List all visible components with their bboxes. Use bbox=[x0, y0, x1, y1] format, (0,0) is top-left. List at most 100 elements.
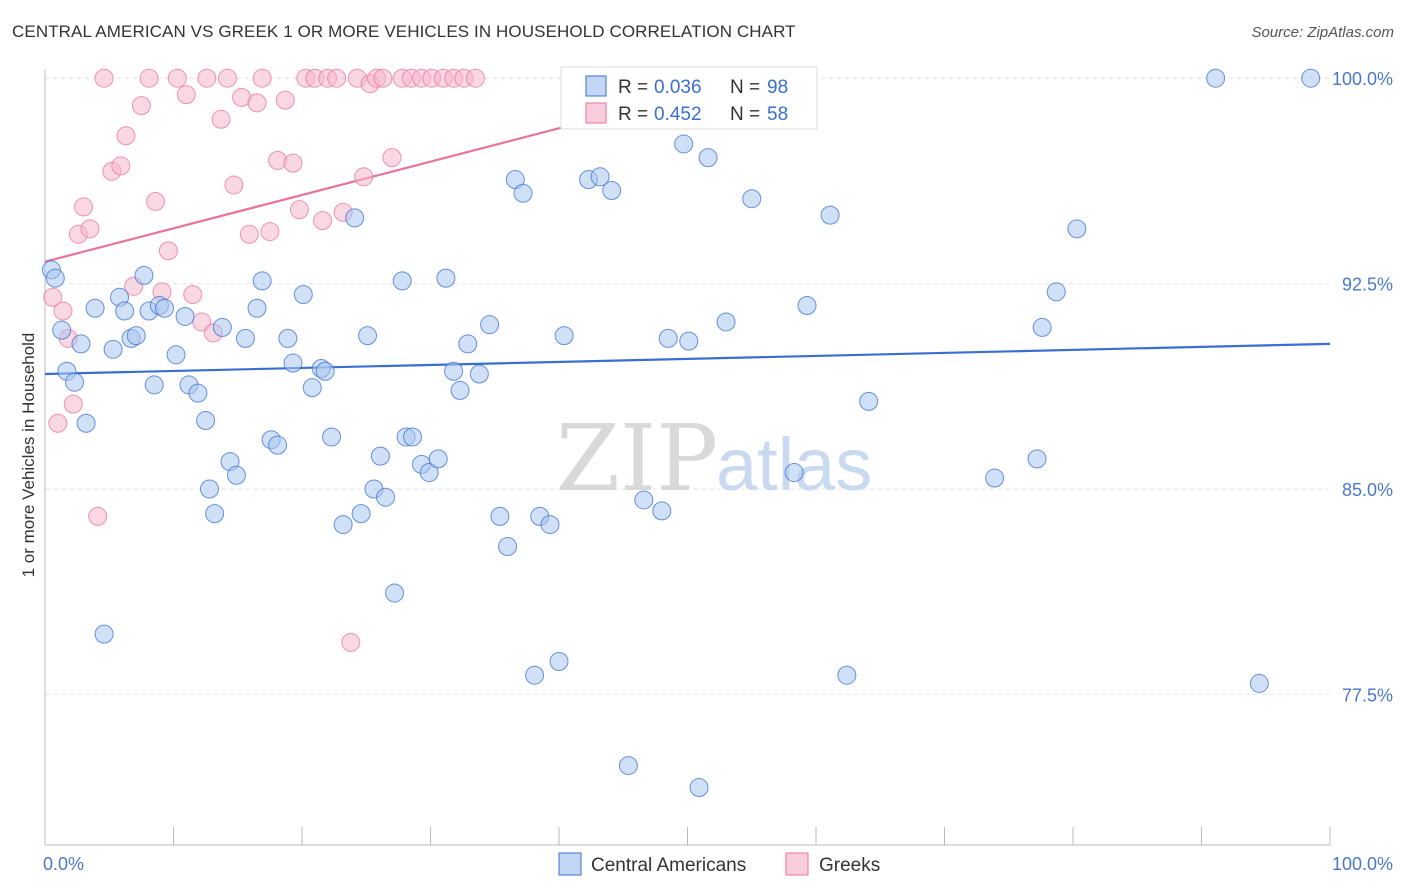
central-americans-point bbox=[618, 756, 638, 776]
greeks-point bbox=[252, 68, 272, 88]
central-americans-point bbox=[513, 183, 533, 203]
central-americans-point bbox=[985, 468, 1005, 488]
central-americans-point bbox=[1301, 68, 1321, 88]
greeks-point bbox=[247, 93, 267, 113]
greeks-point bbox=[283, 153, 303, 173]
central-americans-point bbox=[490, 506, 510, 526]
central-americans-point bbox=[525, 665, 545, 685]
central-americans-point bbox=[436, 268, 456, 288]
central-americans-point bbox=[1249, 673, 1269, 693]
central-americans-point bbox=[188, 383, 208, 403]
central-americans-point bbox=[322, 427, 342, 447]
central-americans-point bbox=[333, 515, 353, 535]
central-americans-point bbox=[498, 537, 518, 557]
watermark: ZIP atlas bbox=[556, 405, 872, 512]
central-americans-point bbox=[235, 328, 255, 348]
central-americans-point bbox=[679, 331, 699, 351]
central-americans-point bbox=[419, 463, 439, 483]
series-legend-swatch-greeks bbox=[785, 852, 809, 876]
central-americans-point bbox=[837, 665, 857, 685]
greeks-point bbox=[217, 68, 237, 88]
series-legend: Central Americans Greeks bbox=[558, 852, 880, 876]
legend-n-value-1: 98 bbox=[767, 77, 788, 98]
greeks-point bbox=[224, 175, 244, 195]
central-americans-point bbox=[205, 504, 225, 524]
central-americans-point bbox=[634, 490, 654, 510]
legend-n-label-1: N = bbox=[730, 77, 760, 98]
y-tick-label: 92.5% bbox=[1342, 275, 1393, 295]
central-americans-point bbox=[166, 345, 186, 365]
legend-n-label-2: N = bbox=[730, 104, 760, 125]
central-americans-point bbox=[469, 364, 489, 384]
central-americans-point bbox=[820, 205, 840, 225]
y-tick-label: 77.5% bbox=[1342, 685, 1393, 705]
central-americans-point bbox=[674, 134, 694, 154]
greeks-point bbox=[197, 68, 217, 88]
central-americans-point bbox=[797, 296, 817, 316]
series-legend-label-greeks: Greeks bbox=[819, 855, 880, 876]
greeks-point bbox=[268, 150, 288, 170]
central-americans-point bbox=[698, 148, 718, 168]
greeks-point bbox=[94, 68, 114, 88]
central-americans-point bbox=[196, 411, 216, 431]
central-americans-point bbox=[658, 328, 678, 348]
central-americans-point bbox=[859, 391, 879, 411]
legend-r-value-1: 0.036 bbox=[654, 77, 702, 98]
legend-r-label-1: R = bbox=[618, 77, 648, 98]
greeks-point bbox=[43, 287, 63, 307]
greeks-point bbox=[275, 90, 295, 110]
central-americans-point bbox=[458, 334, 478, 354]
central-americans-point bbox=[45, 268, 65, 288]
central-americans-point bbox=[71, 334, 91, 354]
series-legend-label-central-americans: Central Americans bbox=[591, 855, 746, 876]
greeks-point bbox=[146, 191, 166, 211]
axes: 100.0% 92.5% 85.0% 77.5% bbox=[44, 69, 1393, 846]
central-americans-point bbox=[126, 326, 146, 346]
central-americans-point bbox=[1027, 449, 1047, 469]
central-americans-point bbox=[1046, 282, 1066, 302]
greeks-point bbox=[211, 109, 231, 129]
central-americans-point bbox=[1032, 317, 1052, 337]
legend-r-label-2: R = bbox=[618, 104, 648, 125]
central-americans-point bbox=[293, 285, 313, 305]
greeks-point bbox=[131, 96, 151, 116]
stats-legend: R = 0.036 N = 98 R = 0.452 N = 58 bbox=[560, 66, 818, 130]
central-americans-point bbox=[144, 375, 164, 395]
greeks-point bbox=[167, 68, 187, 88]
central-americans-point bbox=[252, 271, 272, 291]
greeks-point bbox=[63, 394, 83, 414]
central-americans-point bbox=[590, 167, 610, 187]
greeks-point bbox=[53, 301, 73, 321]
central-americans-point bbox=[1067, 219, 1087, 239]
central-americans-point bbox=[65, 372, 85, 392]
central-americans-point bbox=[1206, 68, 1226, 88]
central-americans-point bbox=[549, 652, 569, 672]
central-americans-point bbox=[199, 479, 219, 499]
central-americans-point bbox=[302, 378, 322, 398]
central-americans-point bbox=[345, 208, 365, 228]
y-axis-title: 1 or more Vehicles in Household bbox=[19, 333, 38, 578]
central-americans-point bbox=[652, 501, 672, 521]
greeks-point bbox=[176, 85, 196, 105]
central-americans-point bbox=[385, 583, 405, 603]
source-label: Source: ZipAtlas.com bbox=[1251, 24, 1394, 41]
central-americans-point bbox=[226, 465, 246, 485]
central-americans-point bbox=[689, 777, 709, 797]
central-americans-point bbox=[602, 180, 622, 200]
central-americans-point bbox=[315, 361, 335, 381]
legend-swatch-central-americans bbox=[585, 75, 607, 97]
legend-n-value-2: 58 bbox=[767, 104, 788, 125]
chart-title: CENTRAL AMERICAN VS GREEK 1 OR MORE VEHI… bbox=[12, 22, 796, 41]
central-americans-point bbox=[716, 312, 736, 332]
greeks-point bbox=[88, 506, 108, 526]
central-americans-point bbox=[115, 301, 135, 321]
y-tick-label: 100.0% bbox=[1332, 69, 1393, 89]
central-americans-point bbox=[247, 298, 267, 318]
greeks-point bbox=[139, 68, 159, 88]
central-americans-point bbox=[283, 353, 303, 373]
central-americans-point bbox=[175, 306, 195, 326]
greeks-point bbox=[465, 68, 485, 88]
greeks-point bbox=[373, 68, 393, 88]
greeks-point bbox=[48, 413, 68, 433]
